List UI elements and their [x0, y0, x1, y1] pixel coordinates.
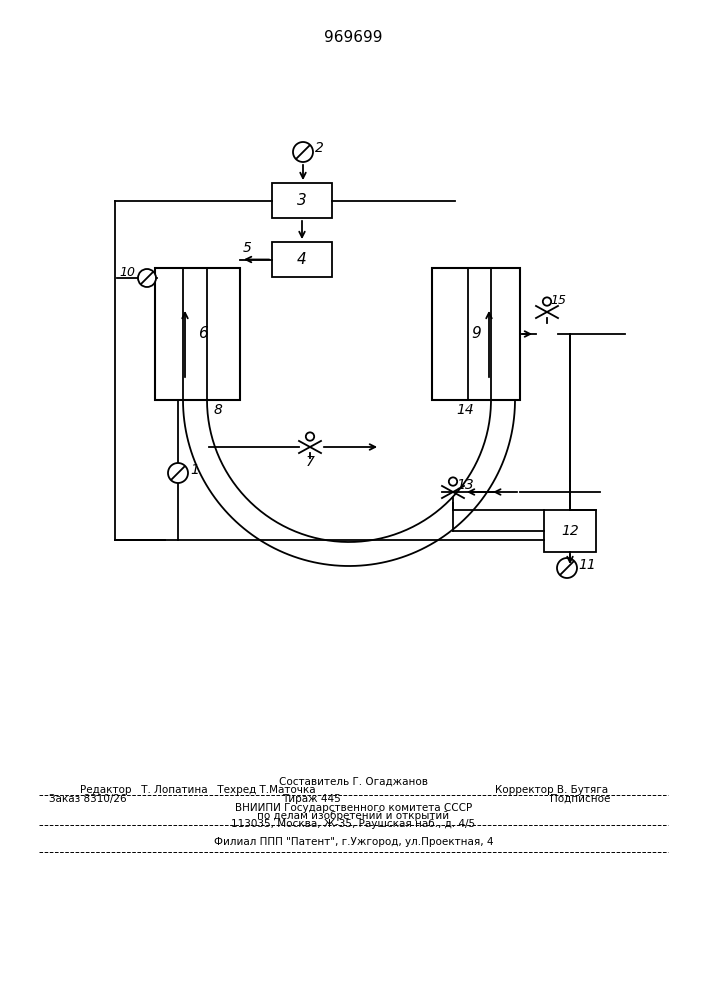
Text: Подписное: Подписное — [549, 794, 610, 804]
Text: 15: 15 — [550, 294, 566, 307]
Text: Тираж 445: Тираж 445 — [281, 794, 341, 804]
Text: 4: 4 — [297, 252, 307, 267]
Text: 13: 13 — [456, 478, 474, 492]
Circle shape — [557, 558, 577, 578]
Text: по делам изобретений и открытий: по делам изобретений и открытий — [257, 811, 450, 821]
Text: 2: 2 — [315, 141, 324, 155]
Bar — [155, 268, 240, 400]
Text: 3: 3 — [297, 193, 307, 208]
Circle shape — [168, 463, 188, 483]
Text: 11: 11 — [578, 558, 596, 572]
Text: 12: 12 — [561, 524, 579, 538]
Text: 6: 6 — [198, 326, 207, 342]
Text: Редактор   Т. Лопатина   Техред Т.Маточка: Редактор Т. Лопатина Техред Т.Маточка — [80, 785, 316, 795]
Text: Филиал ППП "Патент", г.Ужгород, ул.Проектная, 4: Филиал ППП "Патент", г.Ужгород, ул.Проек… — [214, 837, 493, 847]
Bar — [544, 510, 596, 552]
Text: ВНИИПИ Государственного комитета СССР: ВНИИПИ Государственного комитета СССР — [235, 803, 472, 813]
Text: 1: 1 — [190, 463, 199, 477]
Circle shape — [293, 142, 313, 162]
Bar — [272, 242, 332, 277]
Text: 969699: 969699 — [324, 30, 382, 45]
Text: Корректор В. Бутяга: Корректор В. Бутяга — [495, 785, 608, 795]
Text: 5: 5 — [243, 240, 252, 254]
Bar — [432, 268, 520, 400]
Bar — [272, 183, 332, 218]
Text: 10: 10 — [119, 266, 135, 279]
Text: 14: 14 — [456, 403, 474, 417]
Text: 8: 8 — [214, 403, 223, 417]
Circle shape — [138, 269, 156, 287]
Text: Составитель Г. Огаджанов: Составитель Г. Огаджанов — [279, 777, 428, 787]
Text: 9: 9 — [471, 326, 481, 342]
Text: Заказ 8310/26: Заказ 8310/26 — [49, 794, 127, 804]
Text: 113035, Москва, Ж-35, Раушская наб., д. 4/5: 113035, Москва, Ж-35, Раушская наб., д. … — [231, 819, 476, 829]
Text: 7: 7 — [305, 455, 315, 469]
